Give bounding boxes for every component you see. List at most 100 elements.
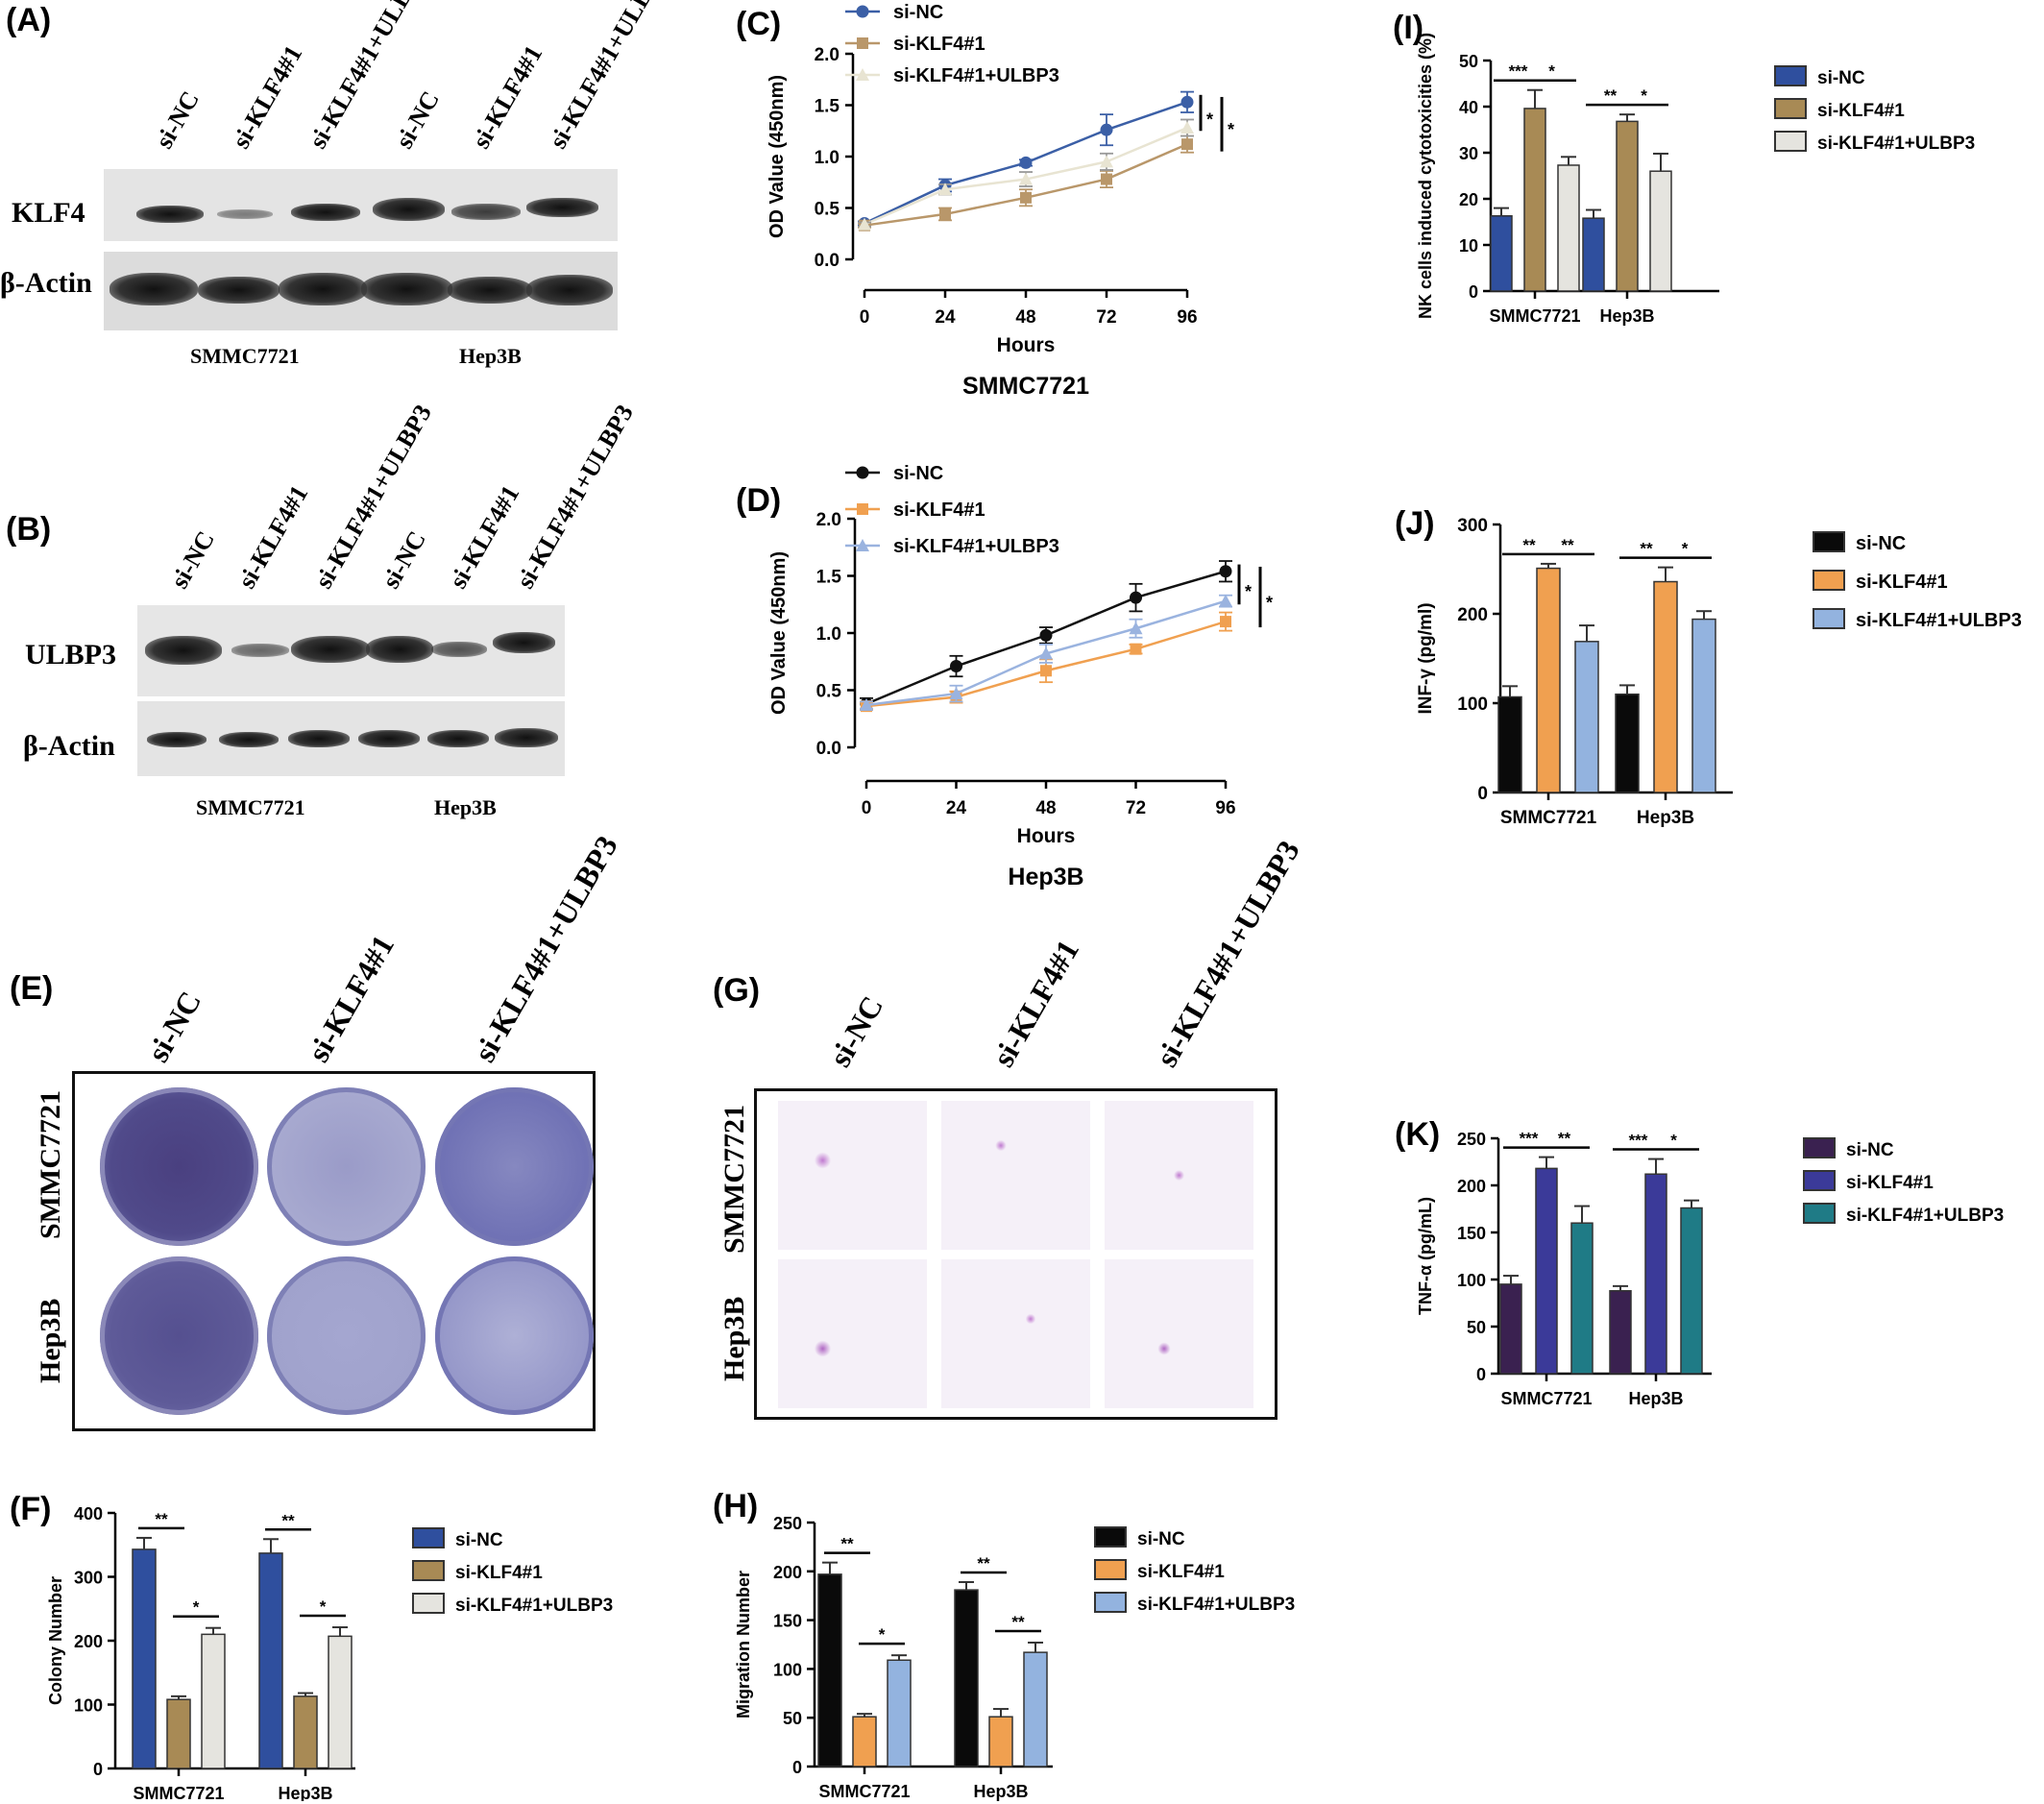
y-tick-label: 0.0 — [815, 251, 840, 271]
panel-label: (J) — [1395, 505, 1435, 542]
data-point — [1130, 591, 1142, 604]
y-tick-label: 50 — [1459, 52, 1478, 71]
row-label: SMMC7721 — [35, 1090, 66, 1239]
y-tick-label: 300 — [1457, 516, 1488, 536]
row-label: SMMC7721 — [718, 1105, 750, 1254]
x-tick-label: 24 — [946, 798, 967, 818]
y-tick-label: 150 — [1457, 1224, 1486, 1243]
band — [291, 636, 370, 663]
bar — [1649, 170, 1672, 292]
data-point — [1101, 173, 1112, 185]
band — [427, 730, 489, 747]
data-point — [1040, 665, 1052, 677]
x-tick-label: SMMC7721 — [1489, 306, 1580, 326]
y-axis-label: Colony Number — [46, 1576, 65, 1705]
column-label: si-KLF4#1 — [300, 929, 402, 1068]
band — [495, 728, 558, 747]
plate-frame — [72, 1071, 596, 1431]
bar — [1536, 567, 1561, 793]
bar — [1574, 641, 1599, 793]
sig-label: ** — [1558, 1130, 1571, 1148]
sig-label: * — [1245, 582, 1252, 601]
migration-field — [778, 1259, 927, 1408]
legend-label: si-KLF4#1+ULBP3 — [455, 1596, 613, 1616]
sig-label: * — [1548, 62, 1555, 81]
y-tick-label: 1.5 — [815, 97, 840, 117]
y-tick-label: 400 — [74, 1504, 103, 1524]
lane-label: si-NC — [377, 525, 431, 594]
row-label: Hep3B — [718, 1296, 750, 1381]
row-label: Hep3B — [35, 1298, 66, 1383]
y-axis-label: OD Value (450nm) — [768, 551, 790, 715]
panel-label: (D) — [736, 482, 781, 519]
sig-label: ** — [281, 1511, 295, 1529]
lane-label: si-KLF4#1 — [227, 40, 308, 154]
y-axis-label: TNF-α (pg/mL) — [1416, 1197, 1435, 1315]
y-tick-label: 200 — [773, 1563, 802, 1582]
legend-swatch — [1803, 1137, 1836, 1158]
legend-swatch — [1094, 1526, 1127, 1548]
colony-dish — [435, 1256, 594, 1415]
bar — [1680, 1207, 1703, 1375]
bar — [1582, 217, 1605, 292]
legend-label: si-NC — [1817, 68, 1865, 88]
data-point — [1219, 565, 1232, 578]
lane-label: si-KLF4#1+ULBP3 — [309, 400, 437, 594]
legend-label: si-KLF4#1 — [1137, 1562, 1225, 1582]
bar — [1497, 695, 1522, 793]
panel-label: (K) — [1395, 1116, 1440, 1153]
panel-label: (F) — [10, 1491, 51, 1527]
band — [526, 198, 598, 217]
bar — [1644, 1173, 1667, 1375]
sig-label: ** — [977, 1554, 990, 1572]
x-tick-label: 0 — [860, 307, 870, 328]
band — [526, 275, 613, 305]
x-tick-label: SMMC7721 — [1500, 808, 1597, 828]
y-tick-label: 100 — [1457, 1271, 1486, 1290]
x-tick-label: 96 — [1215, 798, 1235, 818]
sig-label: * — [1670, 1132, 1677, 1150]
x-tick-label: 0 — [862, 798, 872, 818]
y-tick-label: 300 — [74, 1569, 103, 1588]
y-tick-label: 200 — [1457, 605, 1488, 625]
group-label: SMMC7721 — [190, 344, 300, 368]
bar — [1499, 1283, 1522, 1375]
panel-label: (I) — [1393, 10, 1424, 46]
column-label: si-KLF4#1+ULBP3 — [466, 829, 624, 1068]
legend-label: si-KLF4#1 — [893, 500, 986, 521]
panel-label: (C) — [736, 6, 781, 42]
bar — [817, 1573, 842, 1767]
data-point — [856, 539, 869, 551]
legend-label: si-KLF4#1 — [455, 1563, 543, 1583]
data-point — [856, 68, 869, 81]
row-label-ulbp3: ULBP3 — [25, 639, 117, 670]
bar — [328, 1635, 353, 1769]
y-tick-label: 20 — [1459, 190, 1478, 209]
band — [366, 636, 433, 663]
sig-label: *** — [1629, 1132, 1648, 1150]
group-label: Hep3B — [434, 795, 497, 819]
y-tick-label: 1.0 — [816, 624, 841, 645]
y-tick-label: 1.0 — [815, 148, 840, 168]
bar — [1615, 693, 1640, 793]
x-tick-label: SMMC7721 — [1500, 1389, 1592, 1408]
x-tick-label: 72 — [1096, 307, 1116, 328]
x-tick-label: Hep3B — [1599, 306, 1654, 326]
legend-swatch — [1813, 570, 1845, 591]
bar — [201, 1633, 226, 1769]
panel-label-g: (G) — [713, 972, 761, 1009]
colony-dish — [100, 1087, 258, 1246]
band — [110, 273, 198, 305]
lane-label: si-KLF4#1 — [232, 480, 314, 594]
x-tick-label: 72 — [1126, 798, 1146, 818]
bar — [1570, 1222, 1594, 1375]
data-point — [949, 687, 963, 700]
band — [451, 204, 521, 220]
band — [231, 644, 289, 657]
data-point — [1019, 172, 1033, 185]
data-point — [1129, 622, 1143, 635]
blot-ulbp3 — [137, 605, 565, 696]
legend-label: si-NC — [1856, 533, 1906, 554]
legend-label: si-NC — [893, 2, 943, 23]
legend-label: si-KLF4#1+ULBP3 — [1817, 134, 1975, 154]
